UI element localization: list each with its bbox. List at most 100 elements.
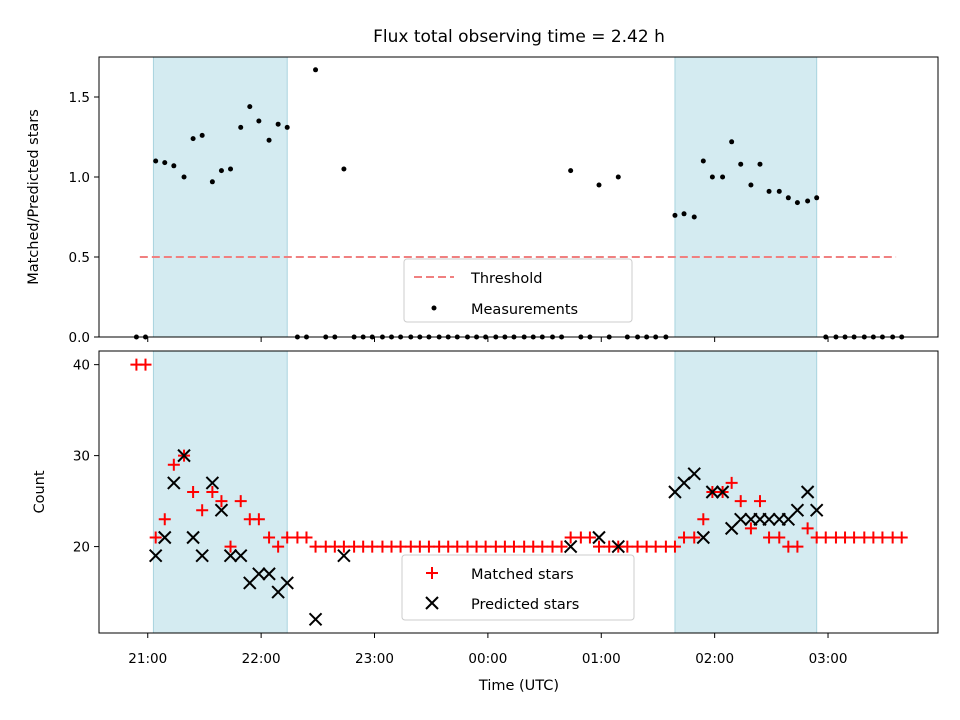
- matched-stars-point-66: [753, 495, 766, 508]
- predicted-stars-point-17: [563, 539, 578, 554]
- matched-stars-point-9: [215, 495, 228, 508]
- measurements-point-62: [720, 174, 726, 180]
- matched-stars-point-16: [281, 531, 294, 544]
- measurements-point-7: [199, 132, 205, 138]
- measurements-point-3: [162, 160, 168, 166]
- measurements-point-60: [700, 158, 706, 164]
- y-tick-label: 40: [73, 358, 90, 374]
- matched-stars-point-64: [734, 495, 747, 508]
- legend-matched-swatch: [426, 567, 438, 579]
- measurements-point-68: [776, 188, 782, 194]
- matched-stars-point-48: [583, 531, 596, 544]
- matched-stars-point-2: [149, 531, 162, 544]
- measurements-point-70: [794, 200, 800, 206]
- measurements-point-66: [757, 161, 763, 167]
- x-axis-label: Time (UTC): [478, 678, 559, 694]
- matched-stars-point-59: [688, 531, 701, 544]
- observing-window-2: [674, 350, 818, 634]
- predicted-stars-point-2: [167, 476, 181, 490]
- predicted-stars-point-5: [195, 548, 209, 563]
- measurements-point-16: [284, 124, 290, 130]
- predicted-stars-point-16: [337, 548, 351, 563]
- matched-stars-point-52: [621, 540, 634, 553]
- measurements-point-19: [313, 67, 319, 73]
- predicted-stars-point-1: [158, 530, 172, 545]
- y-tick-label: 1.5: [69, 90, 90, 106]
- measurements-point-6: [190, 136, 196, 142]
- matched-stars-point-57: [668, 540, 681, 553]
- matched-stars-point-4: [167, 458, 180, 471]
- matched-stars-point-8: [206, 486, 219, 498]
- predicted-stars-point-35: [809, 503, 824, 517]
- measurements-point-2: [153, 158, 159, 164]
- legend-top-frame: [403, 258, 633, 323]
- legend-predicted-label: Predicted stars: [471, 597, 579, 613]
- legend-measurements-label: Measurements: [471, 302, 578, 318]
- x-tick-label: 01:00: [582, 651, 621, 667]
- matched-stars-point-55: [649, 540, 662, 553]
- predicted-stars-point-15: [308, 612, 323, 627]
- matched-stars-point-3: [158, 513, 171, 526]
- top-panel-ratio: 0.0 0.5 1.0 1.5: [69, 56, 939, 346]
- predicted-stars-point-6: [205, 476, 220, 490]
- measurements-point-8: [209, 179, 215, 185]
- measurements-point-61: [709, 174, 715, 180]
- measurements-point-13: [256, 118, 262, 124]
- matched-stars-point-65: [744, 522, 757, 535]
- x-tick-label: 22:00: [242, 651, 281, 667]
- x-tick-label: 21:00: [128, 651, 167, 667]
- predicted-stars-point-3: [177, 448, 191, 463]
- measurements-point-22: [341, 166, 347, 172]
- y-tick-label: 1.0: [69, 170, 90, 186]
- matched-stars-point-60: [697, 513, 710, 526]
- matched-stars-point-15: [272, 540, 285, 553]
- measurements-point-71: [805, 198, 811, 204]
- measurements-point-11: [238, 124, 244, 130]
- y-tick-label: 30: [73, 449, 90, 465]
- measurements-point-14: [266, 137, 272, 143]
- legend-predicted-swatch: [425, 596, 439, 610]
- matched-stars-point-63: [725, 476, 738, 489]
- matched-stars-point-6: [187, 486, 200, 498]
- x-tick-label: 00:00: [468, 651, 507, 667]
- matched-stars-point-76: [848, 531, 861, 544]
- predicted-stars-point-25: [715, 485, 730, 499]
- predicted-stars-point-30: [762, 512, 776, 526]
- x-tick-label: 02:00: [695, 651, 734, 667]
- measurements-point-63: [729, 139, 735, 145]
- measurements-point-65: [748, 182, 754, 188]
- bottom-panel-counts: 20 30 40 21:00 22:00 23:00 00:00 01:00 02:00 03:0…: [73, 350, 939, 667]
- measurements-point-9: [218, 168, 224, 174]
- measurements-point-59: [691, 214, 697, 220]
- legend-measurements-swatch: [431, 305, 437, 311]
- matched-stars-point-28: [394, 540, 407, 553]
- matched-stars-point-11: [234, 495, 247, 508]
- legend-matched-label: Matched stars: [471, 567, 574, 583]
- matched-stars-point-13: [252, 513, 265, 526]
- measurements-point-67: [766, 188, 772, 194]
- matched-stars-point-73: [819, 531, 832, 544]
- predicted-stars-point-4: [186, 530, 200, 545]
- matched-stars-point-40: [507, 540, 520, 553]
- axes-frame-1: [98, 56, 939, 338]
- matched-stars-point-37: [479, 540, 492, 553]
- measurements-point-15: [275, 121, 281, 127]
- observing-window-1: [152, 350, 288, 634]
- matched-stars-point-68: [773, 531, 786, 544]
- predicted-stars-point-19: [611, 539, 625, 554]
- matched-stars-point-49: [592, 540, 605, 553]
- measurements-point-4: [171, 163, 177, 169]
- predicted-stars-point-0: [148, 548, 163, 563]
- predicted-stars-point-9: [234, 548, 248, 563]
- matched-stars-point-79: [876, 531, 889, 544]
- measurements-point-12: [247, 104, 253, 110]
- predicted-stars-point-7: [214, 503, 229, 517]
- matched-stars-point-14: [263, 531, 276, 544]
- x-tick-label: 03:00: [809, 651, 848, 667]
- predicted-stars-point-27: [734, 512, 748, 526]
- measurements-point-46: [568, 168, 574, 174]
- legend-threshold-label: Threshold: [470, 271, 542, 287]
- predicted-stars-point-11: [252, 567, 266, 581]
- matched-stars-point-70: [791, 540, 804, 553]
